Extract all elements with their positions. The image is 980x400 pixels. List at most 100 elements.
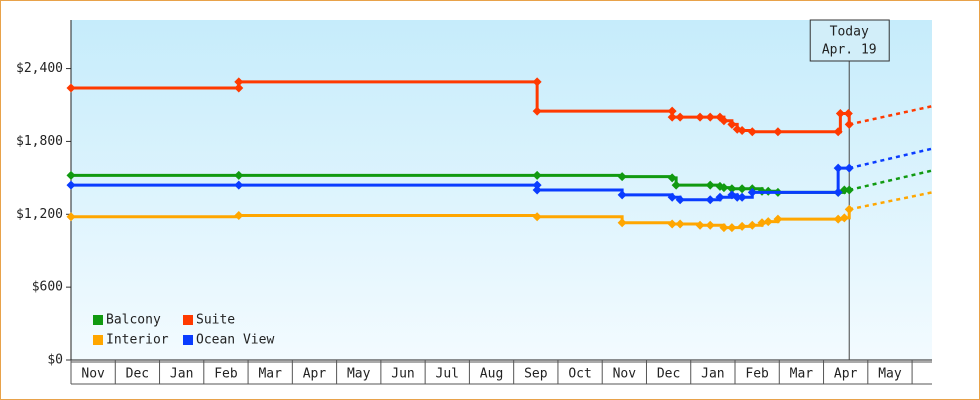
price-point bbox=[705, 112, 715, 122]
x-tick-label: Apr bbox=[303, 367, 327, 382]
price-point bbox=[532, 180, 542, 190]
price-point bbox=[234, 170, 244, 180]
x-tick-label: Jul bbox=[436, 367, 459, 382]
price-point bbox=[66, 83, 76, 93]
price-point bbox=[835, 109, 845, 118]
price-point bbox=[532, 212, 542, 222]
legend-swatch bbox=[93, 335, 103, 345]
price-point bbox=[66, 170, 76, 180]
price-point bbox=[727, 223, 737, 233]
price-point bbox=[833, 187, 843, 197]
price-point bbox=[234, 211, 244, 220]
projection-line bbox=[848, 169, 933, 192]
price-point bbox=[719, 183, 729, 193]
price-point bbox=[715, 192, 725, 202]
price-point bbox=[732, 192, 742, 202]
price-point bbox=[695, 220, 705, 230]
price-point bbox=[667, 192, 677, 202]
legend-swatch bbox=[183, 335, 193, 345]
price-point bbox=[833, 214, 843, 224]
price-point bbox=[532, 106, 542, 116]
today-label: Today bbox=[830, 25, 869, 40]
x-tick-label: Nov bbox=[81, 367, 105, 382]
price-point bbox=[675, 195, 685, 205]
price-point bbox=[763, 217, 773, 227]
x-tick-label: Mar bbox=[790, 367, 814, 382]
price-point bbox=[719, 223, 729, 233]
legend-label: Suite bbox=[196, 313, 235, 328]
price-point bbox=[737, 126, 747, 135]
x-tick-label: Oct bbox=[568, 367, 591, 382]
x-tick-label: May bbox=[347, 367, 371, 382]
price-point bbox=[234, 77, 244, 87]
price-point bbox=[532, 170, 542, 180]
price-point bbox=[234, 180, 244, 190]
price-point bbox=[66, 180, 76, 190]
x-tick-label: Dec bbox=[657, 367, 680, 382]
price-point bbox=[747, 127, 757, 137]
price-point bbox=[727, 184, 737, 194]
price-point bbox=[705, 220, 715, 230]
x-tick-label: Feb bbox=[745, 367, 769, 382]
price-point bbox=[839, 213, 849, 223]
y-tick-label: $1,200 bbox=[16, 207, 63, 222]
price-point bbox=[844, 163, 854, 173]
price-point bbox=[843, 109, 853, 118]
price-point bbox=[667, 219, 677, 229]
x-tick-label: Aug bbox=[480, 367, 503, 382]
y-tick-label: $2,400 bbox=[16, 61, 63, 76]
price-point bbox=[667, 106, 677, 116]
x-tick-label: Jan bbox=[170, 367, 193, 382]
y-tick-label: $600 bbox=[32, 280, 63, 295]
price-point bbox=[773, 127, 783, 137]
projection-line bbox=[848, 104, 933, 126]
price-point bbox=[532, 77, 542, 87]
price-point bbox=[617, 190, 627, 200]
price-point bbox=[844, 185, 854, 195]
price-point bbox=[737, 221, 747, 231]
today-box bbox=[809, 19, 890, 62]
price-point bbox=[833, 163, 843, 173]
price-point bbox=[747, 220, 757, 230]
price-point bbox=[705, 195, 715, 205]
price-point bbox=[675, 112, 685, 122]
x-tick-label: Jan bbox=[701, 367, 724, 382]
price-point bbox=[617, 172, 627, 182]
x-tick-label: May bbox=[878, 367, 902, 382]
price-point bbox=[844, 204, 854, 214]
price-point bbox=[695, 112, 705, 122]
price-point bbox=[675, 219, 685, 229]
price-point bbox=[705, 180, 715, 190]
price-point bbox=[833, 127, 843, 137]
legend-swatch bbox=[183, 315, 193, 325]
x-tick-label: Apr bbox=[834, 367, 858, 382]
price-point bbox=[667, 173, 677, 183]
price-point bbox=[66, 212, 76, 222]
price-point bbox=[844, 119, 854, 129]
x-tick-label: Dec bbox=[126, 367, 149, 382]
price-point bbox=[617, 218, 627, 228]
legend-label: Interior bbox=[106, 333, 169, 348]
x-tick-label: Sep bbox=[524, 367, 548, 382]
legend-swatch bbox=[93, 315, 103, 325]
price-point bbox=[773, 214, 783, 224]
x-tick-label: Jun bbox=[391, 367, 414, 382]
x-tick-label: Feb bbox=[214, 367, 238, 382]
price-point bbox=[737, 192, 747, 202]
price-point bbox=[757, 218, 767, 228]
price-point bbox=[747, 187, 757, 197]
price-point bbox=[234, 83, 244, 93]
legend-label: Ocean View bbox=[196, 333, 274, 348]
y-tick-label: $0 bbox=[47, 353, 63, 368]
price-point bbox=[671, 180, 681, 190]
projection-line bbox=[848, 191, 933, 211]
price-point bbox=[737, 184, 747, 194]
legend-label: Balcony bbox=[106, 313, 161, 328]
y-tick-label: $1,800 bbox=[16, 134, 63, 149]
projection-line bbox=[848, 147, 933, 170]
price-point bbox=[532, 185, 542, 195]
price-point bbox=[667, 112, 677, 122]
x-tick-label: Nov bbox=[613, 367, 637, 382]
x-tick-label: Mar bbox=[258, 367, 282, 382]
